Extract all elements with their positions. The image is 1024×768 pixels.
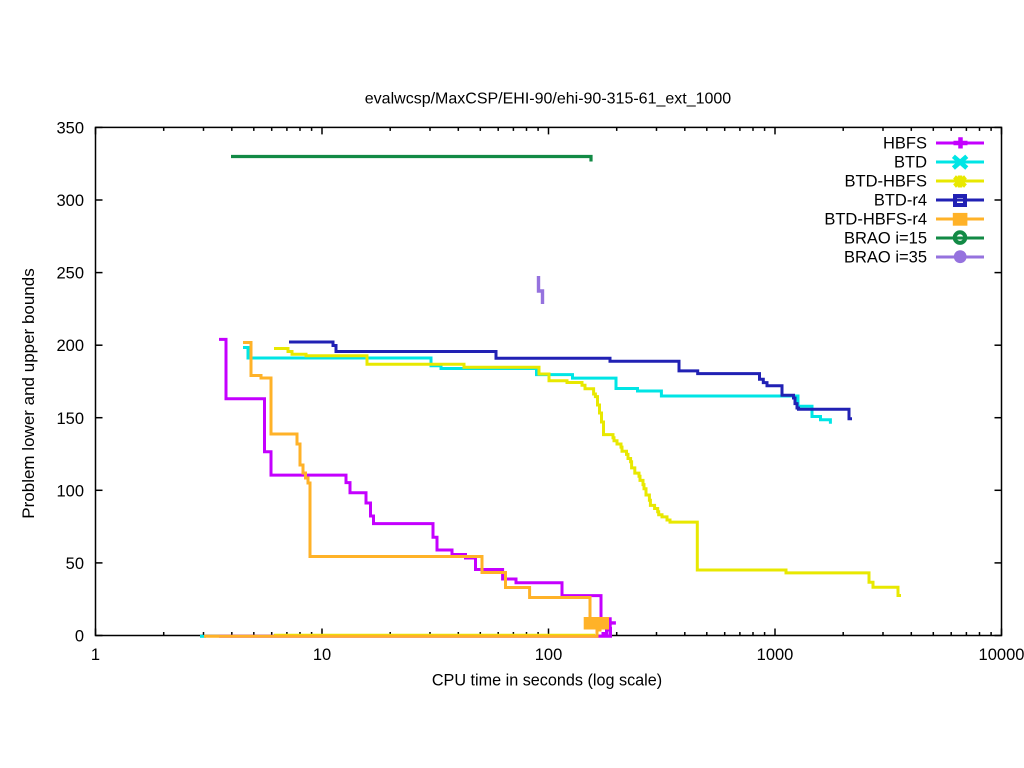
svg-text:0: 0 — [75, 628, 84, 646]
svg-text:CPU time in seconds (log scale: CPU time in seconds (log scale) — [432, 672, 662, 690]
svg-text:10000: 10000 — [979, 646, 1024, 664]
svg-text:BTD: BTD — [894, 154, 927, 172]
svg-text:10: 10 — [313, 646, 331, 664]
svg-text:350: 350 — [56, 119, 84, 137]
svg-text:BRAO i=15: BRAO i=15 — [844, 230, 927, 248]
svg-text:1000: 1000 — [757, 646, 794, 664]
svg-text:100: 100 — [56, 482, 84, 500]
svg-text:250: 250 — [56, 265, 84, 283]
svg-text:200: 200 — [56, 337, 84, 355]
svg-text:150: 150 — [56, 410, 84, 428]
svg-text:BTD-r4: BTD-r4 — [874, 192, 927, 210]
svg-text:1: 1 — [91, 646, 100, 664]
svg-text:BTD-HBFS-r4: BTD-HBFS-r4 — [824, 211, 927, 229]
svg-text:50: 50 — [66, 555, 84, 573]
svg-text:evalwcsp/MaxCSP/EHI-90/ehi-90-: evalwcsp/MaxCSP/EHI-90/ehi-90-315-61_ext… — [365, 91, 732, 108]
svg-text:Problem lower and upper bounds: Problem lower and upper bounds — [19, 268, 38, 518]
svg-text:BRAO i=35: BRAO i=35 — [844, 249, 927, 267]
svg-text:HBFS: HBFS — [883, 135, 927, 153]
svg-text:100: 100 — [535, 646, 563, 664]
svg-text:BTD-HBFS: BTD-HBFS — [845, 173, 928, 191]
svg-text:300: 300 — [56, 192, 84, 210]
